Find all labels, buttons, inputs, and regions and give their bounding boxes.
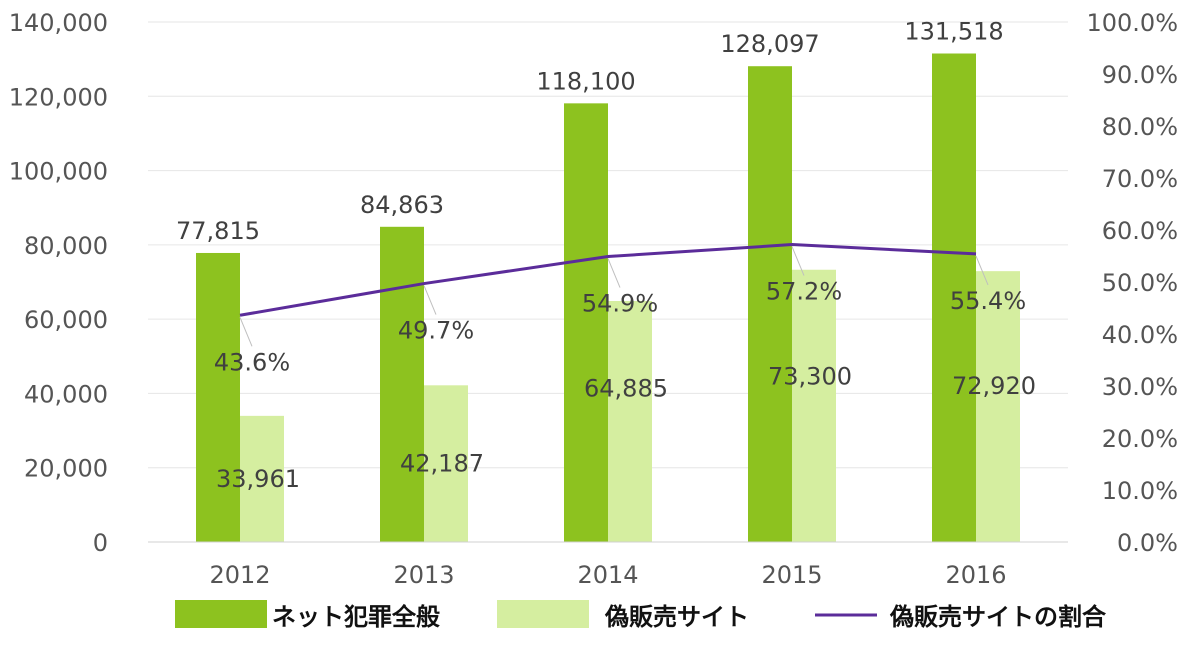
y-left-tick-label: 20,000 — [24, 455, 108, 483]
bar-fake — [424, 385, 468, 542]
label-ratio: 43.6% — [214, 348, 290, 376]
label-total: 128,097 — [720, 30, 819, 58]
x-tick-label: 2013 — [393, 561, 454, 589]
y-right-tick-label: 90.0% — [1102, 61, 1178, 89]
leader-line — [791, 246, 805, 276]
ratio-line — [239, 243, 977, 317]
y-left-tick-label: 80,000 — [24, 232, 108, 260]
bar-fake — [608, 300, 652, 542]
legend: ネット犯罪全般 偽販売サイト 偽販売サイトの割合 — [175, 600, 1107, 631]
bar-fake — [976, 271, 1020, 542]
bar-total — [564, 103, 608, 542]
x-axis: 2012 2013 2014 2015 2016 — [148, 541, 1068, 589]
bars — [196, 53, 1020, 543]
y-axis-right: 0.0% 10.0% 20.0% 30.0% 40.0% 50.0% 60.0% 70.0% 8… — [1086, 9, 1178, 557]
legend-label-ratio: 偽販売サイトの割合 — [889, 603, 1107, 631]
x-tick-label: 2016 — [945, 561, 1006, 589]
ratio-line-path — [239, 243, 977, 317]
y-left-tick-label: 60,000 — [24, 306, 108, 334]
y-right-tick-label: 40.0% — [1102, 321, 1178, 349]
label-ratio: 54.9% — [582, 290, 658, 318]
label-total: 118,100 — [536, 67, 635, 95]
x-tick-label: 2012 — [209, 561, 270, 589]
label-fake: 33,961 — [216, 465, 300, 493]
leader-line — [239, 317, 253, 347]
bar-fake — [240, 415, 284, 542]
label-fake: 73,300 — [768, 363, 852, 391]
x-tick-label: 2014 — [577, 561, 638, 589]
y-right-tick-label: 70.0% — [1102, 165, 1178, 193]
x-tick-label: 2015 — [761, 561, 822, 589]
y-right-tick-label: 30.0% — [1102, 373, 1178, 401]
leader-line — [975, 255, 989, 286]
bar-total — [196, 252, 240, 543]
y-right-tick-label: 0.0% — [1117, 529, 1178, 557]
legend-swatch-fake — [497, 600, 589, 628]
y-left-tick-label: 140,000 — [9, 9, 108, 37]
bar-total — [748, 66, 792, 542]
bar-fake — [792, 269, 836, 542]
y-right-tick-label: 60.0% — [1102, 217, 1178, 245]
label-ratio: 49.7% — [398, 317, 474, 345]
y-axis-left: 0 20,000 40,000 60,000 80,000 100,000 120,000 1… — [9, 9, 108, 557]
label-ratio: 55.4% — [950, 287, 1026, 315]
y-left-tick-label: 100,000 — [9, 158, 108, 186]
label-fake: 72,920 — [952, 372, 1036, 400]
y-right-tick-label: 100.0% — [1086, 9, 1178, 37]
y-left-tick-label: 40,000 — [24, 380, 108, 408]
legend-swatch-total — [175, 600, 267, 628]
y-left-tick-label: 0 — [93, 529, 108, 557]
bar-total — [932, 53, 976, 542]
y-right-tick-label: 50.0% — [1102, 269, 1178, 297]
data-labels: 77,815 33,961 43.6% 84,863 42,187 49.7% 118,10… — [176, 18, 1036, 493]
legend-label-total: ネット犯罪全般 — [272, 603, 440, 631]
bar-total — [380, 226, 424, 543]
label-total: 84,863 — [360, 191, 444, 219]
y-right-tick-label: 10.0% — [1102, 477, 1178, 505]
label-ratio: 57.2% — [766, 278, 842, 306]
label-total: 131,518 — [904, 18, 1003, 46]
leader-line — [423, 285, 437, 315]
y-right-tick-label: 20.0% — [1102, 425, 1178, 453]
label-fake: 42,187 — [400, 450, 484, 478]
legend-label-fake: 偽販売サイト — [604, 603, 749, 631]
y-right-tick-label: 80.0% — [1102, 113, 1178, 141]
label-fake: 64,885 — [584, 375, 668, 403]
y-left-tick-label: 120,000 — [9, 83, 108, 111]
leader-lines — [239, 246, 989, 347]
label-total: 77,815 — [176, 217, 260, 245]
leader-line — [607, 258, 621, 288]
